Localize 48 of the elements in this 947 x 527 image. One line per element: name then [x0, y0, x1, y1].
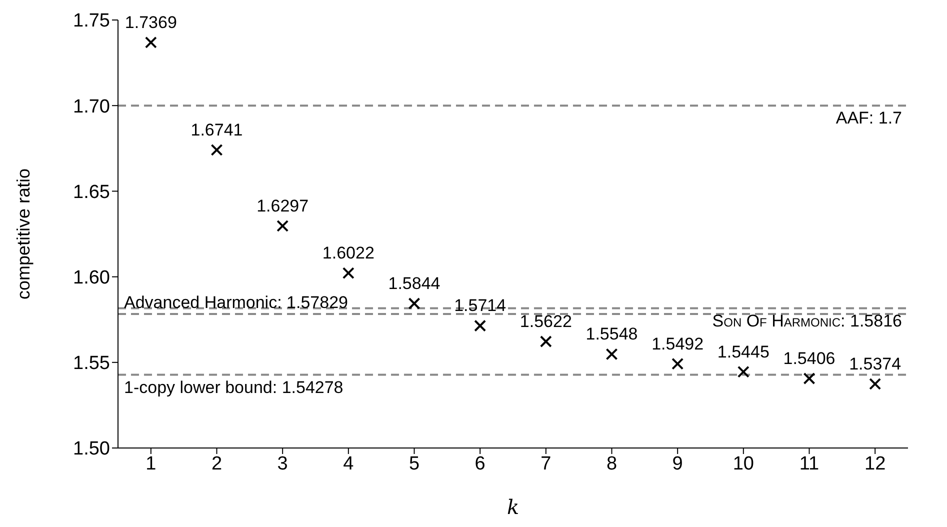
y-tick-label: 1.60: [73, 268, 110, 289]
y-tick-label: 1.50: [73, 438, 110, 460]
data-label: 1.5622: [520, 312, 572, 331]
ref-line-label: Advanced Harmonic: 1.57829: [124, 292, 348, 312]
point: [342, 267, 354, 280]
data-label: 1.5548: [586, 324, 638, 344]
x-tick-label: 2: [211, 453, 222, 474]
point: [408, 298, 420, 310]
x-tick-label: 8: [606, 453, 618, 474]
x-axis-title: k: [506, 495, 520, 520]
data-label: 1.5714: [454, 296, 506, 316]
point: [869, 378, 882, 390]
data-label: 1.5844: [388, 274, 440, 293]
x-tick-label: 4: [343, 453, 354, 474]
point: [737, 366, 750, 378]
point: [606, 348, 618, 360]
y-tick-label: 1.55: [73, 353, 110, 374]
data-label: 1.6022: [322, 244, 374, 263]
point: [276, 220, 289, 232]
point: [803, 372, 816, 384]
y-axis-title: competitive ratio: [13, 168, 34, 300]
y-tick-label: 1.75: [73, 10, 110, 32]
point: [144, 36, 157, 48]
point: [672, 358, 684, 370]
data-label: 1.5445: [717, 342, 770, 362]
ref-line-label: 1-copy lower bound: 1.54278: [124, 378, 344, 397]
x-tick-label: 10: [732, 453, 754, 474]
x-tick-label: 6: [474, 453, 486, 474]
x-tick-label: 7: [540, 453, 552, 474]
point: [474, 320, 486, 332]
data-label: 1.5374: [849, 354, 902, 374]
x-tick-label: 12: [864, 453, 886, 474]
y-tick-label: 1.70: [73, 96, 110, 118]
data-label: 1.5406: [783, 348, 836, 368]
point: [540, 336, 552, 348]
data-label: 1.5492: [652, 334, 704, 354]
x-tick-label: 3: [277, 453, 288, 474]
data-label: 1.6741: [190, 120, 243, 140]
ref-line-label: AAF: 1.7: [836, 108, 902, 128]
data-label: 1.6297: [256, 196, 309, 216]
ref-line-label: Son Of Harmonic: 1.5816: [712, 311, 902, 330]
x-tick-label: 9: [672, 453, 683, 474]
x-tick-label: 5: [408, 453, 420, 474]
x-tick-label: 1: [146, 453, 156, 474]
y-tick-label: 1.65: [73, 182, 110, 203]
data-label: 1.7369: [124, 12, 177, 32]
x-tick-label: 11: [799, 453, 820, 474]
point: [210, 144, 223, 156]
